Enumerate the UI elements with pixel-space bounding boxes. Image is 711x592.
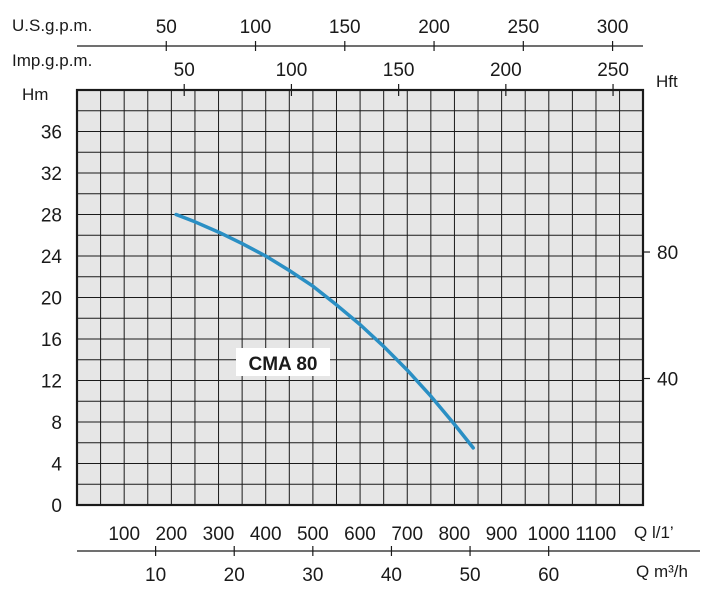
- series-curve-cma-80: [174, 212, 475, 450]
- bottom-lpm-tick-label: 500: [297, 524, 329, 545]
- bottom-lpm-tick-label: 700: [391, 524, 423, 545]
- left-tick-label: 28: [41, 206, 62, 227]
- left-axis-label: Hm: [22, 85, 48, 104]
- bottom-m3h-axis-label: Q m³/h: [636, 562, 688, 581]
- left-tick-label: 16: [41, 330, 62, 351]
- left-tick-label: 36: [41, 123, 62, 144]
- bottom-m3h-tick-label: 60: [538, 565, 559, 586]
- top-impgpm-tick-label: 150: [383, 60, 415, 81]
- left-tick-label: 12: [41, 372, 62, 393]
- top-usgpm-tick-label: 300: [597, 17, 629, 38]
- top-usgpm-axis-label: U.S.g.p.m.: [12, 16, 92, 35]
- bottom-lpm-tick-label: 200: [155, 524, 187, 545]
- bottom-lpm-axis-label: Q l/1’: [634, 523, 674, 542]
- bottom-m3h-tick-label: 20: [224, 565, 245, 586]
- left-tick-label: 20: [41, 289, 62, 310]
- top-impgpm-tick-label: 250: [597, 60, 629, 81]
- series-label-background: [236, 348, 330, 376]
- top-usgpm-tick-label: 200: [418, 17, 450, 38]
- top-impgpm-tick-label: 100: [276, 60, 308, 81]
- bottom-m3h-tick-label: 10: [145, 565, 166, 586]
- bottom-m3h-tick-label: 30: [302, 565, 323, 586]
- series-label: CMA 80: [249, 354, 318, 375]
- bottom-lpm-tick-label: 300: [203, 524, 235, 545]
- left-tick-label: 0: [51, 496, 62, 517]
- right-tick-label: 40: [657, 370, 678, 391]
- bottom-lpm-tick-label: 1100: [575, 524, 616, 545]
- left-tick-label: 24: [41, 247, 63, 268]
- top-usgpm-tick-label: 150: [329, 17, 361, 38]
- left-tick-label: 8: [51, 413, 62, 434]
- bottom-m3h-tick-label: 50: [459, 565, 480, 586]
- top-usgpm-tick-label: 250: [507, 17, 539, 38]
- left-tick-label: 32: [41, 164, 62, 185]
- top-usgpm-tick-label: 50: [156, 17, 177, 38]
- right-axis-label: Hft: [656, 72, 678, 91]
- bottom-lpm-tick-label: 100: [108, 524, 140, 545]
- top-impgpm-tick-label: 200: [490, 60, 522, 81]
- bottom-lpm-tick-label: 400: [250, 524, 282, 545]
- right-tick-label: 80: [657, 243, 678, 264]
- bottom-lpm-tick-label: 900: [486, 524, 518, 545]
- bottom-lpm-tick-label: 1000: [528, 524, 570, 545]
- left-tick-label: 4: [51, 455, 62, 476]
- bottom-lpm-tick-label: 800: [438, 524, 470, 545]
- top-impgpm-axis-label: Imp.g.p.m.: [12, 51, 92, 70]
- top-usgpm-tick-label: 100: [240, 17, 272, 38]
- bottom-lpm-tick-label: 600: [344, 524, 376, 545]
- grid: [75, 88, 645, 507]
- bottom-m3h-tick-label: 40: [381, 565, 402, 586]
- top-impgpm-tick-label: 50: [174, 60, 195, 81]
- axis-lines: [77, 45, 700, 552]
